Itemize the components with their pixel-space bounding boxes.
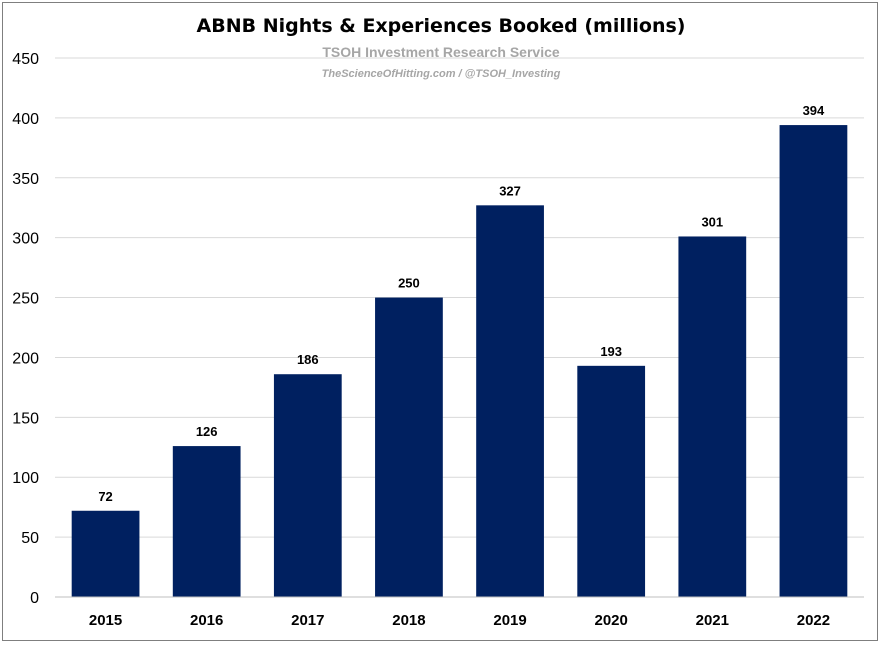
- y-tick-label: 100: [12, 470, 39, 487]
- bar-2018: [375, 297, 443, 597]
- data-label-2021: 301: [701, 214, 723, 229]
- y-tick-label: 0: [30, 590, 39, 607]
- data-label-2019: 327: [499, 183, 521, 198]
- x-tick-label: 2016: [190, 612, 223, 629]
- bar-2015: [71, 510, 140, 597]
- y-tick-label: 300: [12, 231, 39, 248]
- data-label-2018: 250: [398, 276, 420, 291]
- x-tick-label: 2017: [291, 612, 324, 629]
- x-tick-label: 2019: [493, 612, 526, 629]
- y-tick-label: 450: [12, 51, 39, 68]
- y-tick-label: 200: [12, 350, 39, 367]
- bar-2019: [476, 205, 544, 597]
- bar-2022: [779, 125, 848, 597]
- data-label-2017: 186: [297, 352, 319, 367]
- y-axis: 0 50 100 150 200 250 300 350 400 450: [12, 51, 39, 607]
- chart-title: ABNB Nights & Experiences Booked (millio…: [196, 15, 686, 37]
- y-tick-label: 400: [12, 111, 39, 128]
- bar-2016: [172, 446, 241, 597]
- data-label-2016: 126: [196, 424, 218, 439]
- bars: [71, 125, 848, 598]
- x-axis: 2015 2016 2017 2018 2019 2020 2021 2022: [55, 596, 864, 629]
- data-label-2022: 394: [803, 103, 825, 118]
- watermark-line-1: TSOH Investment Research Service: [322, 44, 560, 60]
- data-labels: 72 126 186 250 327 193 301 394: [98, 103, 825, 504]
- y-tick-label: 150: [12, 410, 39, 427]
- watermark-line-2: TheScienceOfHitting.com / @TSOH_Investin…: [321, 68, 561, 80]
- bar-2021: [678, 236, 747, 598]
- y-tick-label: 50: [21, 530, 39, 547]
- bar-2020: [577, 365, 646, 597]
- data-label-2015: 72: [98, 489, 112, 504]
- x-tick-label: 2022: [797, 612, 830, 629]
- y-tick-label: 250: [12, 291, 39, 308]
- y-tick-label: 350: [12, 171, 39, 188]
- x-tick-label: 2018: [392, 612, 425, 629]
- bar-2017: [273, 374, 342, 597]
- x-tick-label: 2021: [696, 612, 729, 629]
- data-label-2020: 193: [600, 344, 622, 359]
- x-tick-label: 2015: [89, 612, 122, 629]
- x-tick-label: 2020: [595, 612, 628, 629]
